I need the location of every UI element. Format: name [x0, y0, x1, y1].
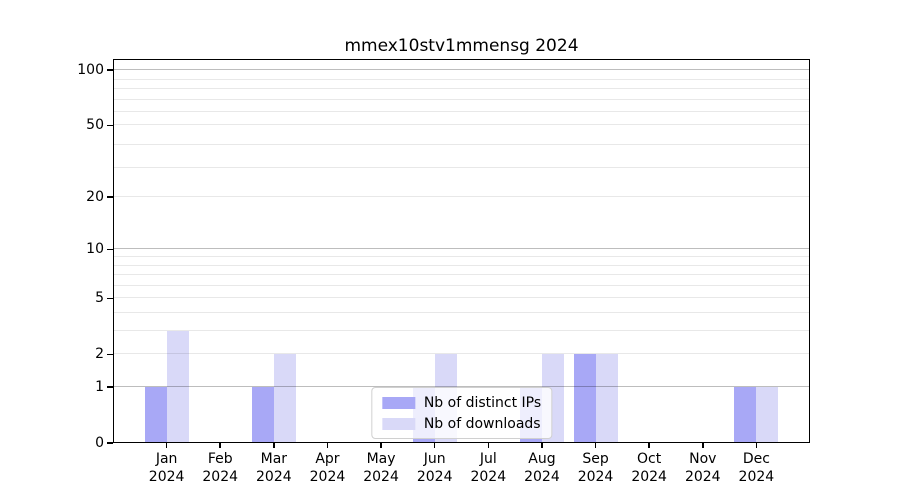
x-tick-aug — [541, 443, 543, 448]
y-tick-label-1: 1 — [95, 379, 104, 395]
y-tick-label-100: 100 — [77, 62, 104, 79]
bar-distinct-ips-mar — [251, 387, 274, 443]
x-tick-label-mar: Mar 2024 — [256, 451, 292, 485]
bar-downloads-mar — [273, 354, 296, 443]
y-tick-10 — [107, 248, 113, 251]
legend-swatch-distinct-ips-icon — [381, 397, 415, 409]
bar-distinct-ips-sep — [573, 354, 596, 443]
gridline-y-7 — [113, 274, 810, 276]
y-tick-2 — [107, 353, 113, 355]
x-tick-mar — [273, 443, 275, 448]
gridline-y-89 — [113, 78, 810, 80]
x-tick-feb — [219, 443, 221, 448]
y-tick-5 — [107, 297, 113, 299]
gridline-y-4 — [113, 312, 810, 313]
legend-item-distinct-ips: Nb of distinct IPs — [381, 395, 542, 411]
bar-downloads-sep — [595, 354, 618, 443]
gridline-y-69 — [113, 98, 810, 100]
y-tick-20 — [107, 196, 113, 198]
x-tick-label-nov: Nov 2024 — [684, 451, 721, 485]
x-tick-jul — [487, 443, 490, 448]
x-tick-label-apr: Apr 2024 — [309, 451, 346, 485]
y-tick-label-5: 5 — [95, 290, 104, 307]
gridline-y-20 — [113, 196, 810, 198]
gridline-y-29 — [113, 167, 810, 169]
chart-title: mmex10stv1mmensg 2024 — [344, 36, 579, 56]
legend-swatch-downloads-icon — [381, 418, 415, 430]
x-tick-dec — [755, 443, 758, 448]
gridline-y-8 — [113, 264, 810, 266]
x-tick-label-sep: Sep 2024 — [577, 451, 614, 485]
legend-item-downloads: Nb of downloads — [381, 416, 541, 432]
gridline-y-9 — [113, 256, 810, 257]
y-tick-label-10: 10 — [86, 241, 104, 258]
x-tick-nov — [702, 443, 704, 448]
gridline-y-50 — [113, 124, 810, 126]
gridline-y-79 — [113, 88, 810, 90]
bar-downloads-dec — [756, 387, 779, 443]
gridline-y-1 — [113, 386, 810, 388]
legend-label-downloads: Nb of downloads — [423, 416, 541, 432]
x-tick-sep — [594, 443, 597, 448]
x-tick-label-aug: Aug 2024 — [524, 451, 560, 485]
plot-area: Nb of distinct IPs Nb of downloads — [113, 59, 810, 443]
x-tick-label-oct: Oct 2024 — [631, 451, 667, 485]
x-tick-label-jan: Jan 2024 — [148, 451, 185, 485]
gridline-y-2 — [113, 353, 810, 355]
legend: Nb of distinct IPs Nb of downloads — [370, 387, 553, 439]
bar-downloads-jan — [166, 331, 189, 443]
gridline-y-39 — [113, 144, 810, 146]
y-tick-100 — [107, 69, 113, 71]
y-tick-0 — [107, 442, 113, 444]
x-tick-may — [380, 443, 382, 448]
gridline-y-10 — [113, 248, 810, 250]
x-tick-apr — [326, 443, 329, 448]
y-tick-label-20: 20 — [86, 189, 104, 206]
gridline-y-100 — [113, 69, 810, 71]
x-tick-label-feb: Feb 2024 — [202, 451, 239, 485]
legend-label-distinct-ips: Nb of distinct IPs — [423, 395, 542, 411]
x-tick-label-jul: Jul 2024 — [470, 451, 507, 485]
x-tick-jan — [165, 443, 168, 448]
x-tick-label-jun: Jun 2024 — [416, 451, 453, 485]
x-tick-label-dec: Dec 2024 — [738, 451, 775, 485]
gridline-y-3 — [113, 330, 810, 332]
y-tick-50 — [107, 124, 113, 127]
bar-distinct-ips-dec — [734, 387, 757, 443]
x-tick-jun — [433, 443, 436, 448]
gridline-y-5 — [113, 297, 810, 299]
y-tick-label-50: 50 — [86, 117, 104, 134]
y-tick-label-2: 2 — [95, 346, 104, 363]
x-tick-label-may: May 2024 — [363, 451, 399, 485]
x-tick-oct — [648, 443, 650, 448]
y-tick-1 — [107, 386, 113, 388]
y-tick-label-0: 0 — [95, 435, 104, 451]
gridline-y-6 — [113, 284, 810, 286]
gridline-y-59 — [113, 111, 810, 113]
bar-distinct-ips-jan — [144, 387, 167, 443]
